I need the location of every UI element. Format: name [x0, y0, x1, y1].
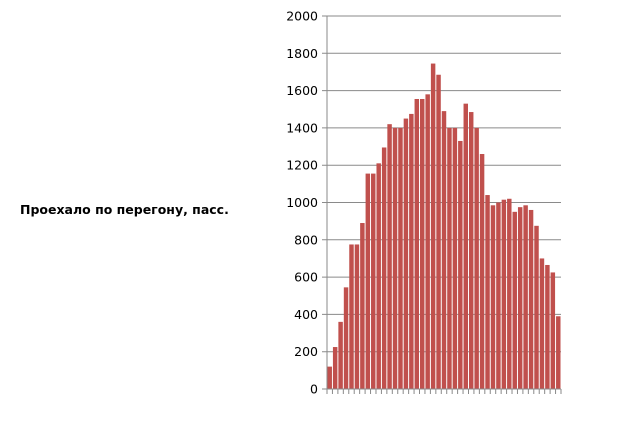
y-tick-label: 0	[310, 382, 318, 397]
y-tick-label: 1000	[286, 195, 318, 210]
y-tick-label: 2000	[286, 9, 318, 24]
bar	[371, 173, 376, 389]
y-tick-label: 200	[294, 344, 318, 359]
bar	[528, 209, 534, 389]
bar	[349, 244, 354, 389]
bar	[447, 127, 452, 390]
bar	[387, 124, 392, 390]
bar	[365, 173, 371, 389]
y-tick-label: 400	[294, 307, 318, 322]
bar	[414, 98, 420, 390]
bar	[343, 287, 349, 389]
y-tick-label: 600	[294, 270, 318, 285]
bar	[468, 112, 474, 390]
axes	[326, 16, 562, 394]
bar	[327, 366, 332, 389]
bar	[507, 198, 512, 389]
y-tick-label: 800	[294, 232, 318, 247]
bar	[463, 103, 468, 389]
bars	[327, 63, 561, 390]
bar	[360, 223, 365, 389]
bar	[338, 321, 343, 389]
bar	[398, 127, 403, 390]
bar	[425, 94, 430, 389]
bar	[332, 347, 338, 389]
bar	[430, 63, 436, 390]
y-tick-label: 1800	[286, 46, 318, 61]
bar	[409, 113, 414, 389]
bar	[523, 205, 528, 389]
y-tick-label: 1600	[286, 83, 318, 98]
y-axis-label: Проехало по перегону, пасс.	[20, 202, 229, 217]
y-tick-labels: 0 200 400 600 800 1000 1200 1400 1600 1800 2000	[286, 9, 318, 397]
bar	[545, 264, 550, 389]
bar	[376, 163, 381, 389]
bar	[381, 147, 387, 389]
bar	[512, 211, 517, 389]
bar	[539, 258, 545, 389]
bar	[550, 272, 556, 389]
bar	[485, 195, 490, 389]
bar	[517, 207, 523, 389]
bar	[501, 199, 507, 389]
bar	[458, 140, 463, 389]
bar	[452, 127, 458, 390]
bar	[490, 205, 496, 389]
y-tick-label: 1400	[286, 120, 318, 135]
bar	[436, 74, 441, 389]
bar	[496, 202, 501, 389]
bar	[420, 98, 425, 390]
bar	[354, 244, 360, 389]
bar	[403, 118, 409, 389]
bar	[479, 154, 485, 389]
y-tick-label: 1200	[286, 158, 318, 173]
bar	[556, 316, 561, 389]
bar	[441, 111, 447, 390]
bar	[392, 127, 398, 390]
bar	[534, 225, 539, 389]
bar	[474, 127, 479, 390]
